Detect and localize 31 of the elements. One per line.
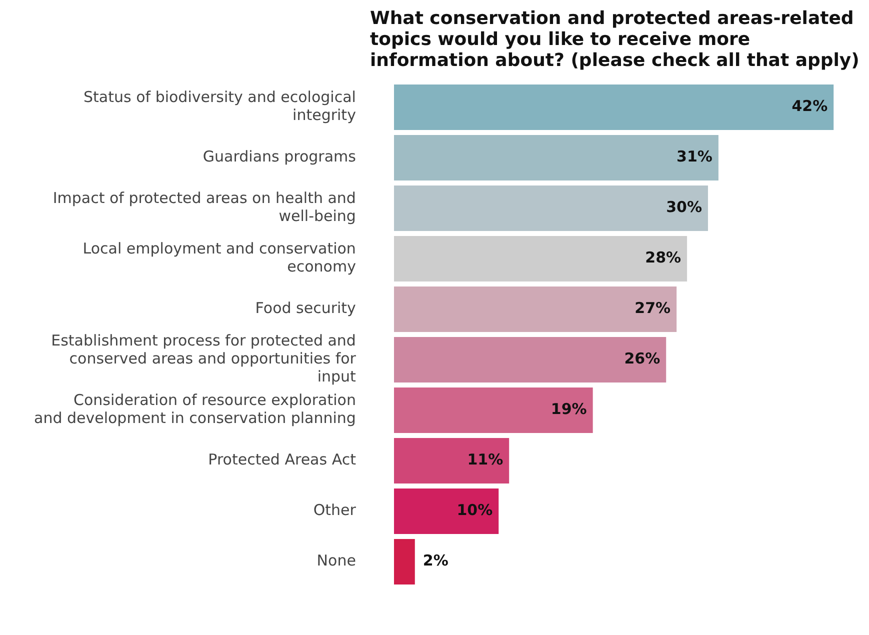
data-label: 10% [456, 501, 493, 520]
data-label: 31% [676, 148, 712, 166]
y-tick-label: Food security [255, 299, 356, 318]
bar [394, 488, 499, 534]
bar [394, 337, 666, 382]
y-tick-label: Impact of protected areas on health and well-being [52, 189, 356, 226]
data-label: 28% [645, 248, 682, 267]
y-tick-label: None [316, 552, 356, 570]
bar [394, 186, 708, 231]
data-label: 11% [467, 450, 504, 469]
y-tick-label: Establishment process for protected and conserved areas and opportunities for input [51, 332, 357, 386]
data-label: 2% [422, 552, 448, 570]
chart-title: What conservation and protected areas-related topics would you like to receive more information about? (please check all that apply) [370, 8, 860, 71]
y-tick-label: Protected Areas Act [208, 450, 356, 469]
y-tick-label: Guardians programs [202, 148, 356, 166]
bar [394, 539, 415, 584]
bar [394, 438, 510, 484]
bar [394, 135, 718, 180]
data-label: 30% [666, 198, 702, 216]
bar [394, 388, 593, 433]
data-label: 42% [792, 97, 828, 116]
bar [394, 84, 834, 130]
data-label: 27% [634, 299, 671, 318]
data-label: 19% [550, 400, 587, 418]
y-tick-label: Other [313, 501, 357, 520]
data-label: 26% [624, 350, 660, 368]
bar [394, 286, 677, 332]
y-tick-label: Status of biodiversity and ecological integrity [84, 88, 356, 124]
y-tick-label: Local employment and conservation economy [82, 240, 356, 276]
y-tick-label: Consideration of resource exploration and development in conservation planning [34, 391, 356, 428]
bar [394, 236, 688, 282]
